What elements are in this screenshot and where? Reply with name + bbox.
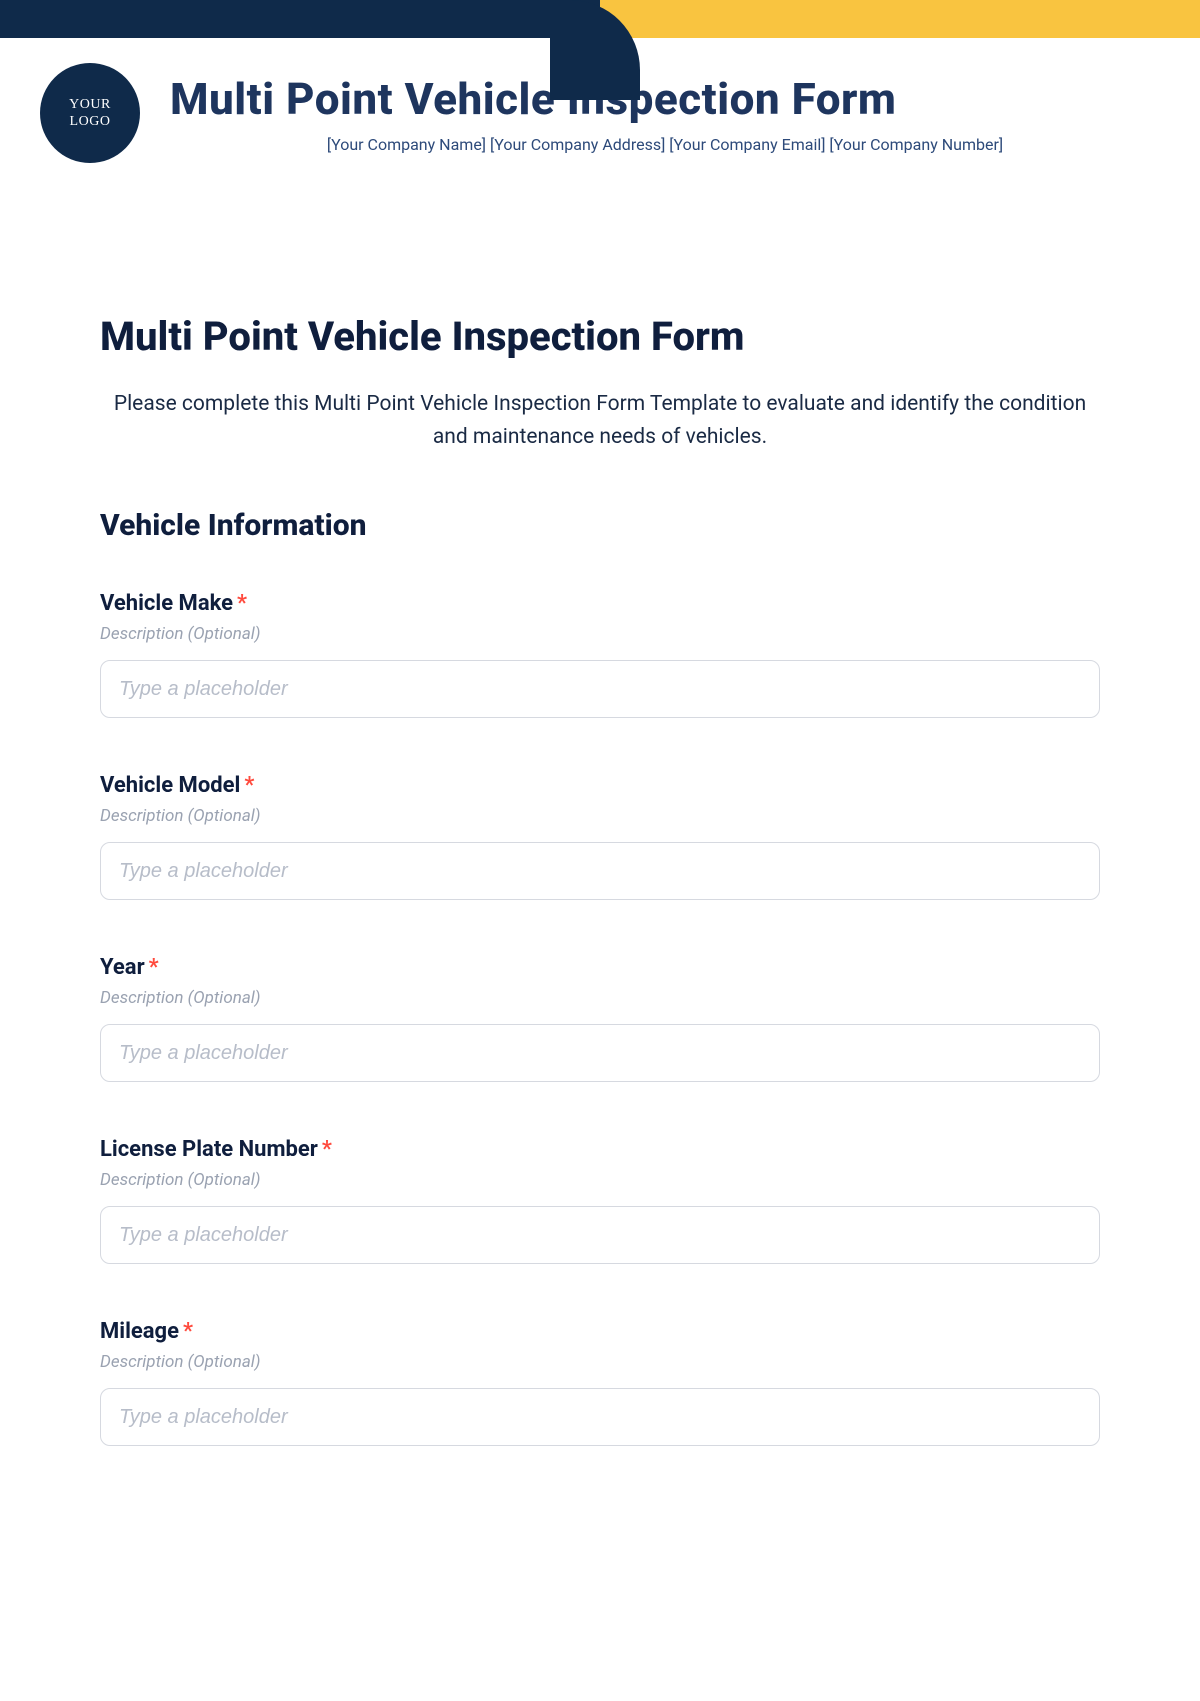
- header-text-block: Multi Point Vehicle Inspection Form [You…: [170, 73, 1160, 154]
- label-text: Mileage: [100, 1319, 179, 1344]
- field-description: Description (Optional): [100, 988, 1100, 1008]
- field-mileage: Mileage* Description (Optional): [100, 1319, 1100, 1446]
- required-mark: *: [183, 1319, 193, 1344]
- field-description: Description (Optional): [100, 1170, 1100, 1190]
- form-intro: Please complete this Multi Point Vehicle…: [100, 388, 1100, 453]
- year-input[interactable]: [100, 1024, 1100, 1082]
- field-label: Vehicle Make*: [100, 591, 1100, 616]
- label-text: License Plate Number: [100, 1137, 318, 1162]
- logo-text: YOURLOGO: [69, 96, 111, 131]
- vehicle-model-input[interactable]: [100, 842, 1100, 900]
- field-license-plate: License Plate Number* Description (Optio…: [100, 1137, 1100, 1264]
- field-description: Description (Optional): [100, 806, 1100, 826]
- field-description: Description (Optional): [100, 1352, 1100, 1372]
- logo-placeholder: YOURLOGO: [40, 63, 140, 163]
- header-subline: [Your Company Name] [Your Company Addres…: [170, 135, 1160, 154]
- required-mark: *: [322, 1137, 332, 1162]
- field-vehicle-make: Vehicle Make* Description (Optional): [100, 591, 1100, 718]
- field-label: License Plate Number*: [100, 1137, 1100, 1162]
- license-plate-input[interactable]: [100, 1206, 1100, 1264]
- section-title: Vehicle Information: [100, 508, 1100, 543]
- field-label: Vehicle Model*: [100, 773, 1100, 798]
- required-mark: *: [237, 591, 247, 616]
- mileage-input[interactable]: [100, 1388, 1100, 1446]
- label-text: Vehicle Make: [100, 591, 233, 616]
- header-title: Multi Point Vehicle Inspection Form: [170, 73, 1160, 125]
- label-text: Vehicle Model: [100, 773, 240, 798]
- vehicle-make-input[interactable]: [100, 660, 1100, 718]
- label-text: Year: [100, 955, 145, 980]
- field-label: Mileage*: [100, 1319, 1100, 1344]
- top-banner: [0, 0, 1200, 38]
- form-title: Multi Point Vehicle Inspection Form: [100, 313, 1100, 360]
- field-label: Year*: [100, 955, 1100, 980]
- banner-yellow: [600, 0, 1200, 38]
- field-description: Description (Optional): [100, 624, 1100, 644]
- required-mark: *: [149, 955, 159, 980]
- field-vehicle-model: Vehicle Model* Description (Optional): [100, 773, 1100, 900]
- required-mark: *: [244, 773, 254, 798]
- field-year: Year* Description (Optional): [100, 955, 1100, 1082]
- form-body: Multi Point Vehicle Inspection Form Plea…: [0, 163, 1200, 1561]
